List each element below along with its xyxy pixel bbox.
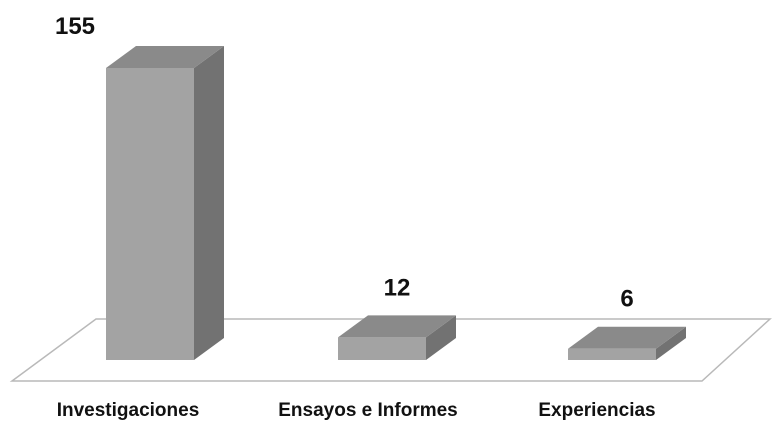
- category-label-3: Experiencias: [538, 400, 655, 421]
- bar-2: [338, 315, 456, 360]
- bar-top-face: [338, 315, 456, 338]
- bar-1: [106, 46, 224, 360]
- category-label-2: Ensayos e Informes: [278, 400, 458, 421]
- bar-front-face: [106, 68, 194, 360]
- bar-top-face: [568, 326, 686, 349]
- bar-front-face: [568, 348, 656, 360]
- data-label-3: 6: [620, 286, 633, 313]
- chart-labels-layer: 155 Investigaciones 12 Ensayos e Informes 6 E…: [55, 13, 656, 421]
- data-label-1: 155: [55, 13, 95, 40]
- category-label-1: Investigaciones: [57, 400, 200, 421]
- bar-side-face: [426, 315, 456, 360]
- chart-bars-layer: [106, 46, 686, 360]
- data-label-2: 12: [384, 274, 411, 301]
- bar-side-face: [656, 326, 686, 360]
- bar-side-face: [194, 46, 224, 360]
- bar-front-face: [338, 337, 426, 360]
- bar-top-face: [106, 46, 224, 68]
- bar-3: [568, 326, 686, 360]
